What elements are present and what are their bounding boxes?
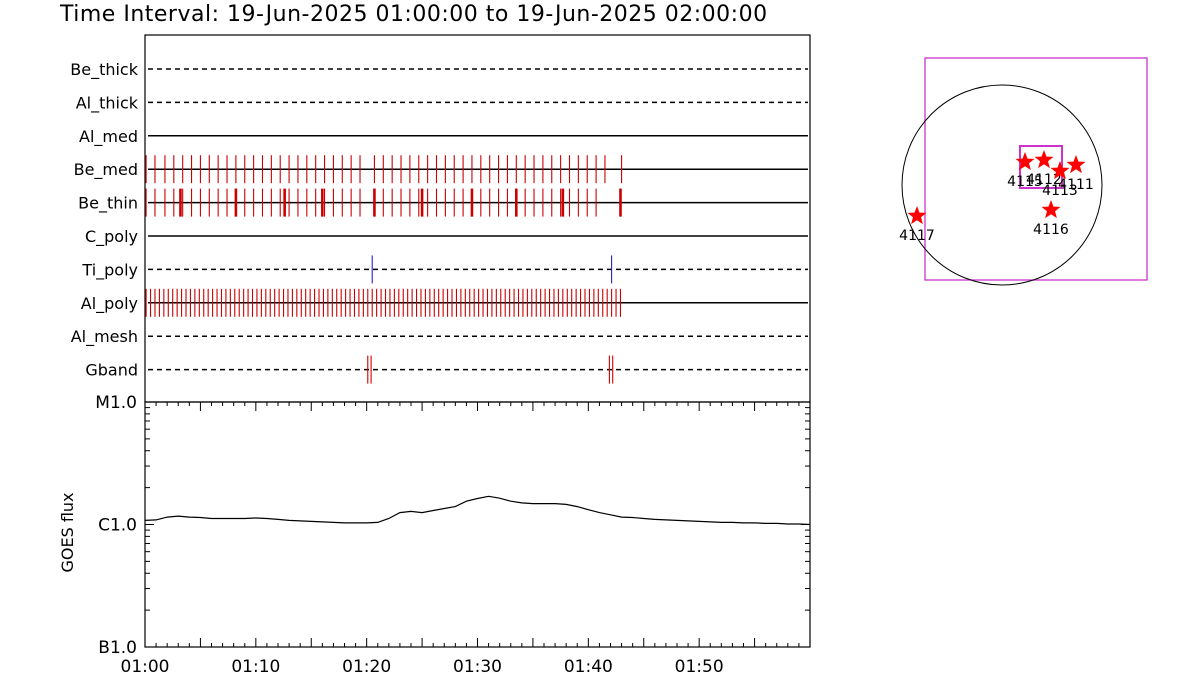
row-label: Be_thick [70, 60, 138, 80]
row-al-thick: Al_thick [76, 93, 808, 113]
active-region-star [1015, 152, 1035, 171]
x-tick-label: 01:10 [231, 657, 280, 677]
y-axis-label: GOES flux [58, 492, 77, 572]
active-region-star [1041, 200, 1061, 219]
row-be-thick: Be_thick [70, 60, 808, 80]
active-region-star [907, 206, 927, 225]
field-of-view-box [924, 57, 1148, 281]
row-label: Al_poly [81, 294, 138, 314]
active-region-label: 4115 [1007, 174, 1043, 190]
row-label: Ti_poly [81, 260, 138, 280]
chart-title: Time Interval: 19-Jun-2025 01:00:00 to 1… [60, 2, 768, 27]
goes-flux-line [144, 495, 811, 526]
row-ti-poly: Ti_poly [81, 255, 808, 284]
row-al-poly: Al_poly [81, 288, 808, 317]
active-region-label: 4112 [1026, 172, 1062, 188]
goes-frame [144, 401, 811, 648]
row-gband: Gband [85, 355, 808, 384]
active-region-star [1066, 155, 1086, 174]
timeline-panel: Be_thick Al_thick Al_med Be_med Be_thin C_pol… [70, 34, 811, 403]
x-tick-label: 01:00 [121, 657, 170, 677]
row-label: Al_mesh [71, 327, 138, 347]
row-label: Be_med [74, 160, 138, 180]
timeline-frame [144, 34, 811, 403]
row-label: Gband [85, 361, 138, 380]
x-tick-label: 01:40 [564, 657, 613, 677]
row-be-med: Be_med [74, 155, 808, 184]
row-c-poly: C_poly [85, 227, 808, 247]
active-region-label: 4117 [899, 228, 935, 244]
active-region-star [1050, 161, 1070, 180]
active-region-label: 4113 [1042, 183, 1078, 199]
active-region-label: 4111 [1058, 177, 1094, 193]
row-be-thin: Be_thin [78, 188, 808, 217]
x-tick-label: 01:20 [342, 657, 391, 677]
row-label: Al_med [79, 127, 138, 147]
row-label: Al_thick [76, 93, 139, 113]
goes-panel: 01:00 01:10 01:20 01:30 01:40 01:50 M1.0 C1.0 B1… [58, 393, 811, 677]
active-region-label: 4116 [1033, 222, 1069, 238]
y-tick-label: B1.0 [98, 638, 137, 658]
x-tick-label: 01:50 [675, 657, 724, 677]
solar-limb [901, 84, 1103, 286]
row-al-med: Al_med [79, 127, 808, 147]
active-region-star [1034, 150, 1054, 169]
y-tick-label: C1.0 [98, 516, 137, 536]
x-tick-label: 01:30 [453, 657, 502, 677]
row-al-mesh: Al_mesh [71, 327, 808, 347]
row-label: C_poly [85, 227, 138, 247]
row-label: Be_thin [78, 194, 138, 214]
y-tick-label: M1.0 [95, 393, 137, 413]
